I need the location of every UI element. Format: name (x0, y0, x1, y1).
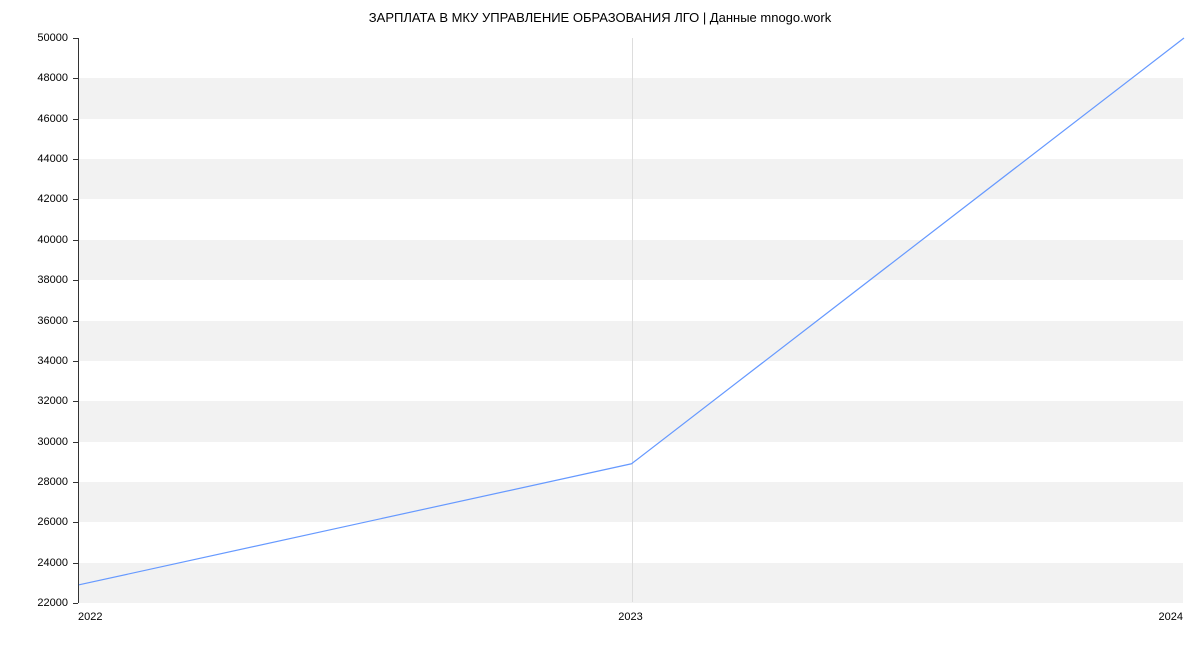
y-tick-mark (73, 159, 78, 160)
y-tick-label: 46000 (0, 113, 68, 125)
y-tick-label: 22000 (0, 597, 68, 609)
y-tick-label: 48000 (0, 72, 68, 84)
y-tick-label: 38000 (0, 274, 68, 286)
y-tick-mark (73, 78, 78, 79)
y-tick-mark (73, 603, 78, 604)
y-tick-label: 34000 (0, 355, 68, 367)
y-tick-mark (73, 280, 78, 281)
y-tick-label: 44000 (0, 153, 68, 165)
y-tick-mark (73, 38, 78, 39)
y-tick-mark (73, 522, 78, 523)
salary-line-chart: ЗАРПЛАТА В МКУ УПРАВЛЕНИЕ ОБРАЗОВАНИЯ ЛГ… (0, 0, 1200, 650)
y-tick-label: 32000 (0, 395, 68, 407)
y-tick-mark (73, 119, 78, 120)
y-tick-label: 28000 (0, 476, 68, 488)
y-tick-mark (73, 442, 78, 443)
y-tick-mark (73, 482, 78, 483)
y-tick-label: 40000 (0, 234, 68, 246)
y-tick-mark (73, 563, 78, 564)
x-tick-label: 2023 (618, 611, 642, 623)
y-tick-label: 42000 (0, 193, 68, 205)
x-tick-label: 2024 (1159, 611, 1183, 623)
y-tick-label: 26000 (0, 516, 68, 528)
y-tick-mark (73, 401, 78, 402)
y-tick-label: 24000 (0, 557, 68, 569)
line-layer (79, 38, 1184, 603)
y-tick-mark (73, 240, 78, 241)
x-tick-label: 2022 (78, 611, 102, 623)
series-line-salary (79, 38, 1184, 585)
y-tick-label: 30000 (0, 436, 68, 448)
y-tick-mark (73, 321, 78, 322)
chart-title: ЗАРПЛАТА В МКУ УПРАВЛЕНИЕ ОБРАЗОВАНИЯ ЛГ… (0, 0, 1200, 25)
plot-area (78, 38, 1183, 603)
y-tick-mark (73, 361, 78, 362)
y-tick-label: 36000 (0, 315, 68, 327)
y-tick-mark (73, 199, 78, 200)
y-tick-label: 50000 (0, 32, 68, 44)
